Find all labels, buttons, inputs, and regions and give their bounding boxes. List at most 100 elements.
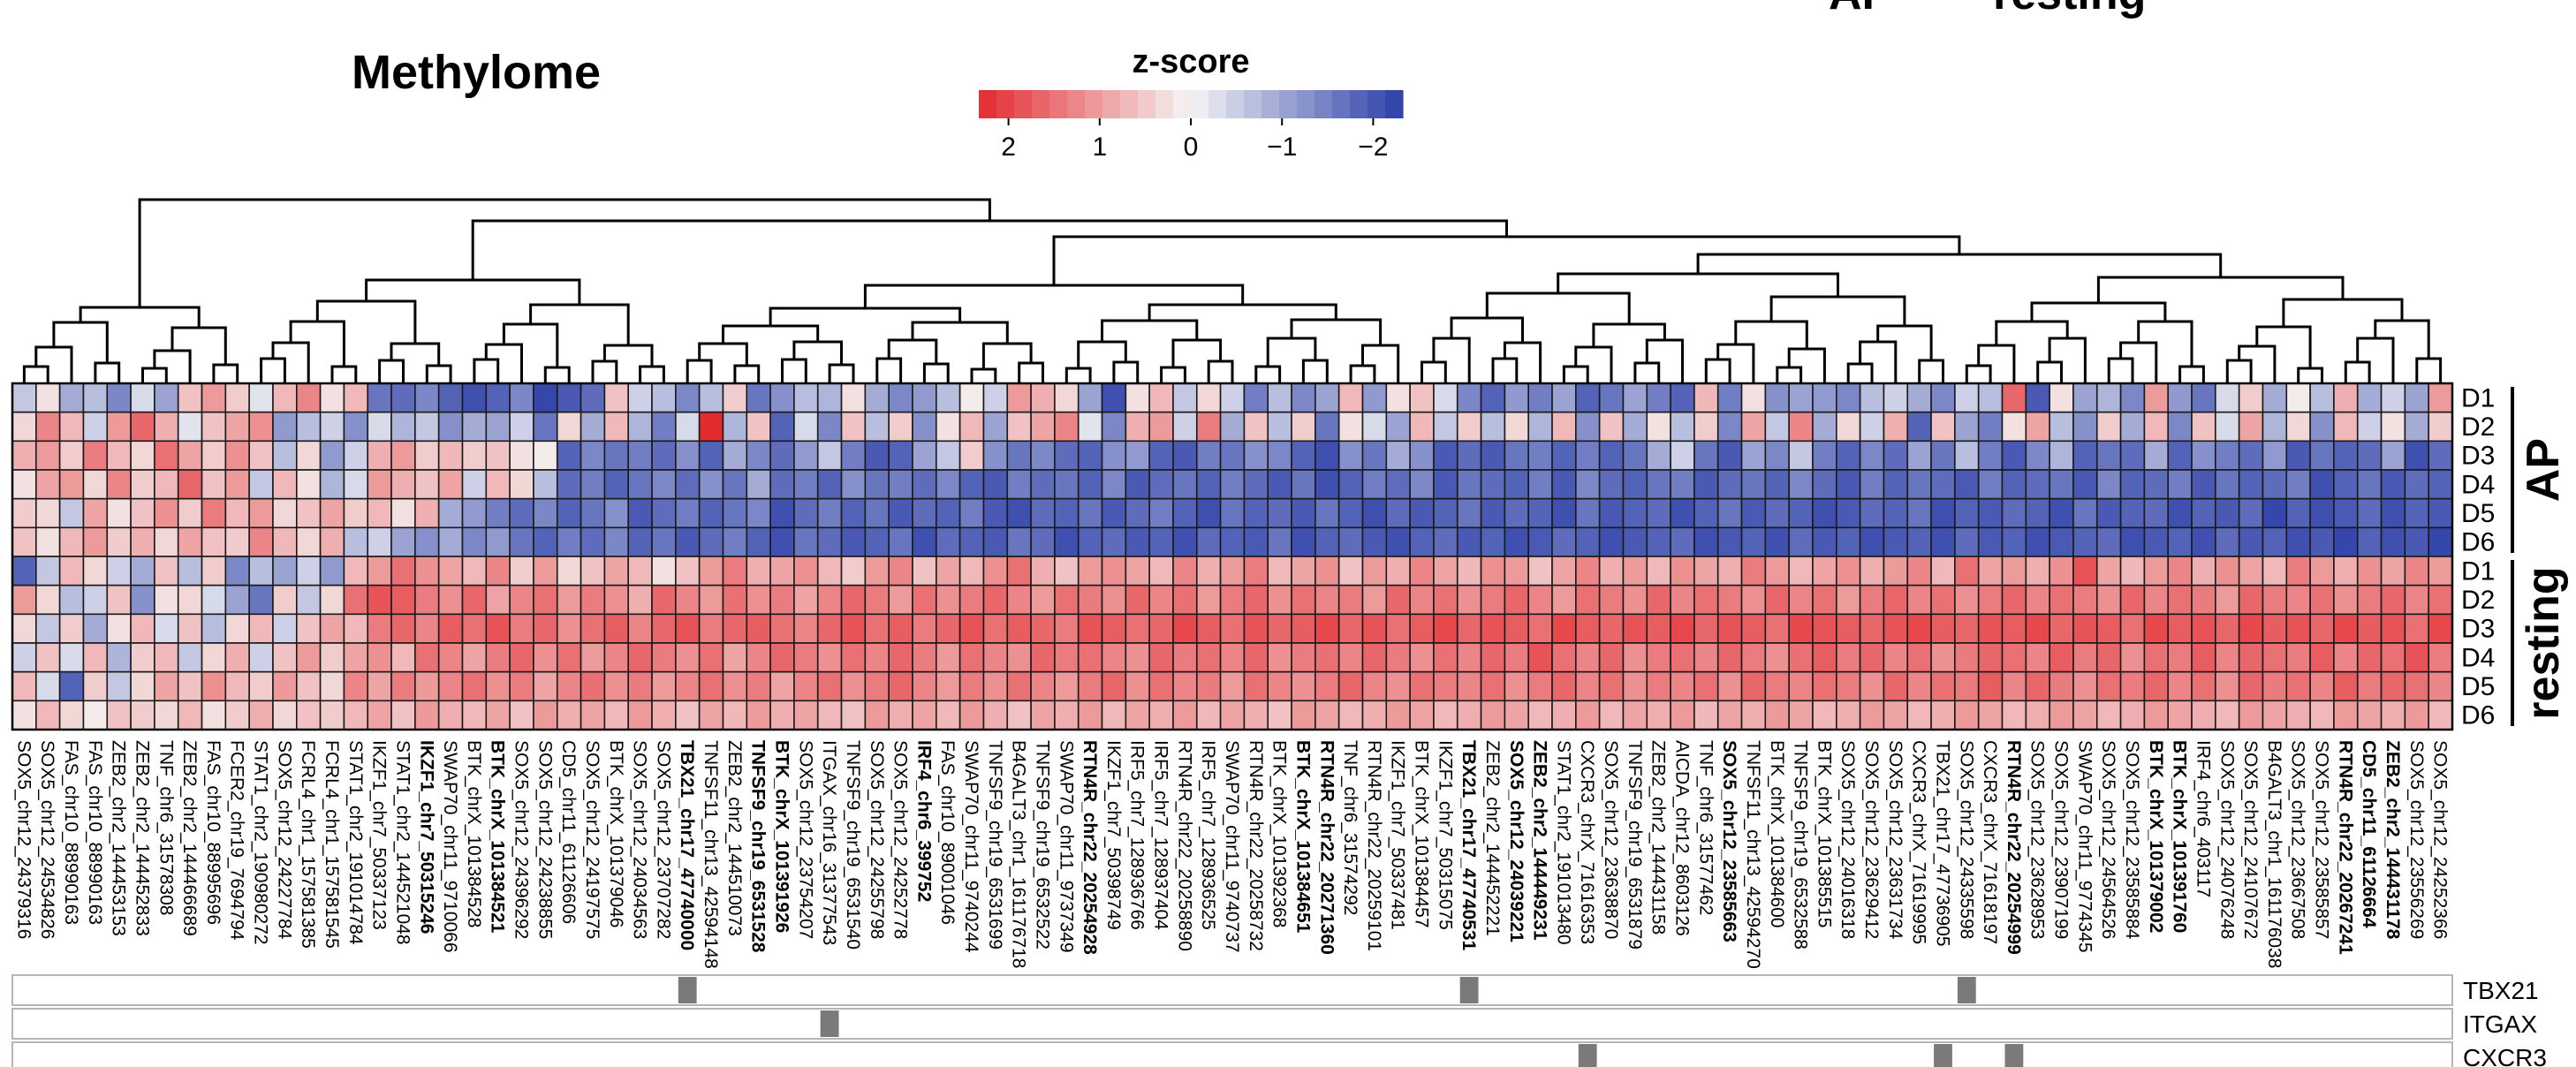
heatmap-cell [414,613,440,644]
heatmap-cell [1148,526,1174,557]
heatmap-cell [201,556,227,586]
heatmap-cell [2095,382,2122,413]
heatmap-cell [533,411,558,443]
heatmap-cell [414,411,440,443]
column-label: SOX5_chr12_24335598 [1956,740,1976,939]
heatmap-cell [1977,584,2004,616]
heatmap-cell [2356,497,2383,529]
heatmap-cell [888,440,913,471]
heatmap-cell [1740,382,1767,413]
heatmap-cell [2238,613,2264,644]
heatmap-cell [982,700,1009,730]
heatmap-cell [746,642,771,673]
heatmap-cell [367,497,392,529]
heatmap-cell [177,526,203,557]
heatmap-cell [2380,411,2406,443]
heatmap-cell [580,642,606,673]
heatmap-cell [816,440,843,471]
heatmap-cell [1836,526,1861,557]
heatmap-cell [343,497,369,529]
heatmap-cell [130,440,155,471]
heatmap-cell [1006,642,1032,673]
heatmap-cell [627,382,653,413]
heatmap-cell [106,613,132,644]
heatmap-cell [1836,440,1861,471]
heatmap-cell [769,526,795,557]
row-label: D1 [2461,556,2495,586]
annotation-track [11,974,2453,1006]
heatmap-cell [1836,469,1861,500]
dendrogram-branch [473,358,500,383]
heatmap-cell [580,700,606,730]
column-label: ZEB2_chr2_144453153 [109,740,129,936]
heatmap-cell [1433,584,1458,616]
heatmap-cell [224,700,250,730]
heatmap-cell [1622,670,1648,702]
heatmap-cell [1883,584,1909,616]
heatmap-cell [533,584,558,616]
dendrogram-branch [543,366,571,383]
heatmap-cell [343,411,369,443]
heatmap-cell [1148,584,1174,616]
heatmap-cell [2025,613,2050,644]
heatmap-cell [1456,700,1482,730]
heatmap-cell [1054,584,1080,616]
heatmap-cell [2025,440,2050,471]
column-label: SWAP70_chr11_9737349 [1056,740,1076,953]
heatmap-cell [2309,440,2335,471]
heatmap-cell [1906,469,1932,500]
heatmap-cell [958,556,985,586]
heatmap-cell [437,411,464,443]
heatmap-cell [461,526,488,557]
heatmap-cell [1693,382,1719,413]
heatmap-cell [2001,700,2027,730]
heatmap-cell [1195,584,1222,616]
partial-header: AP resting [1829,0,2146,19]
heatmap-cell [627,670,653,702]
heatmap-cell [533,497,558,529]
heatmap-cell [603,642,630,673]
heatmap-cell [295,556,322,586]
column-label: SWAP70_chr11_9710066 [440,740,460,953]
heatmap-cell [485,700,511,730]
heatmap-cell [2049,556,2074,586]
heatmap-cell [201,382,227,413]
dendrogram-branch [22,365,49,383]
heatmap-cell [1598,469,1625,500]
heatmap-cell [1077,497,1103,529]
heatmap-cell [2049,440,2074,471]
heatmap-cell [1977,469,2004,500]
heatmap-cell [1291,613,1316,644]
heatmap-cell [106,556,132,586]
heatmap-cell [936,670,961,702]
heatmap-cell [2380,469,2406,500]
heatmap-cell [1195,526,1222,557]
heatmap-cell [1291,526,1316,557]
colorbar-swatch [1032,90,1050,118]
heatmap-cell [2356,584,2383,616]
heatmap-cell [1622,556,1648,586]
heatmap-cell [1337,526,1364,557]
heatmap-cell [769,411,795,443]
column-label: IKZF1_chr7_50337481 [1388,740,1408,930]
heatmap-cell [1930,440,1956,471]
heatmap-cell [2215,613,2240,644]
heatmap-cell [1456,382,1482,413]
heatmap-cell [1433,613,1458,644]
heatmap-cell [982,584,1009,616]
heatmap-cell [556,613,582,644]
annotation-mark [1459,977,1479,1003]
heatmap-cell [35,382,61,413]
column-label: IRF5_chr7_128936766 [1127,740,1148,930]
heatmap-cell [1836,670,1861,702]
heatmap-cell [1598,526,1625,557]
heatmap-cell [627,584,653,616]
heatmap-cell [603,700,630,730]
heatmap-cell [1291,497,1316,529]
heatmap-cell [2309,584,2335,616]
heatmap-cell [1172,526,1198,557]
heatmap-cell [11,411,37,443]
heatmap-cell [1788,584,1814,616]
dendrogram-branch [390,342,441,366]
heatmap-cell [958,584,985,616]
